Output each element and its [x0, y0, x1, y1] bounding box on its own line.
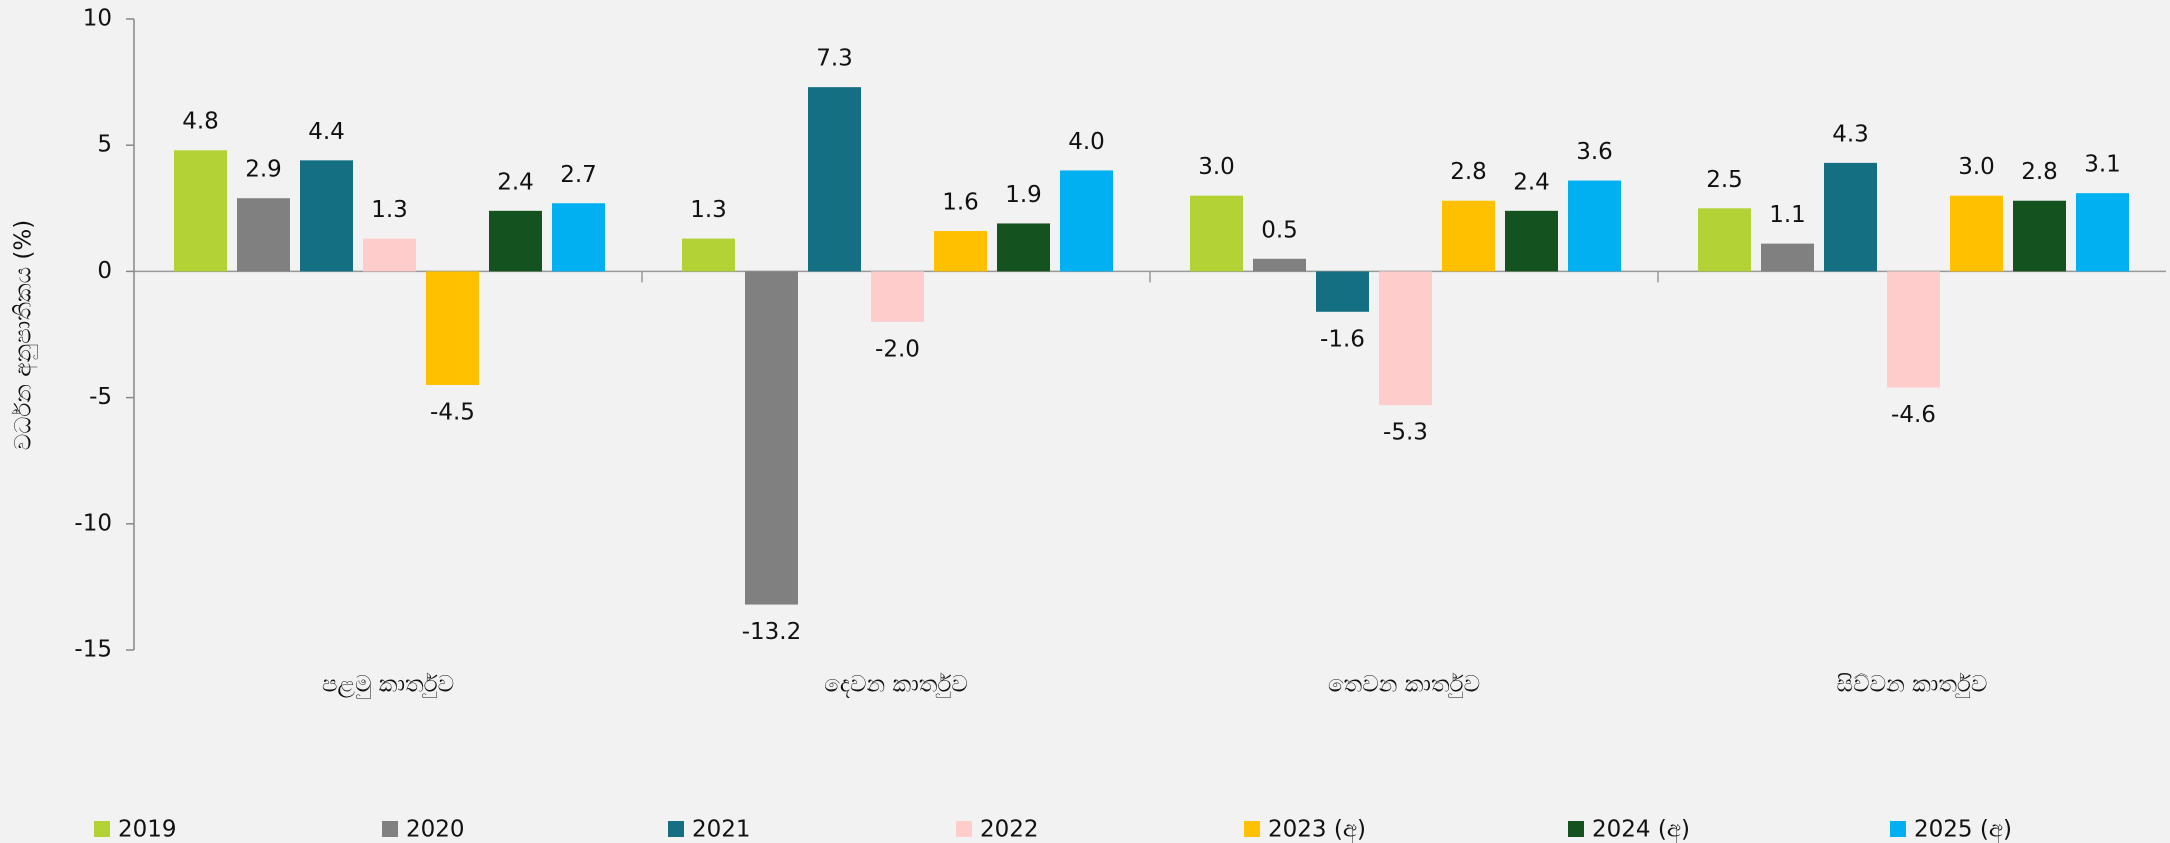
value-label: -5.3 [1383, 420, 1428, 446]
legend-swatch [382, 821, 398, 837]
bar [2013, 200, 2066, 272]
value-label: 7.3 [816, 46, 853, 72]
value-label: 2.4 [1513, 169, 1550, 195]
bar [1316, 271, 1369, 312]
bar [489, 210, 542, 272]
legend-label: 2022 [980, 817, 1039, 843]
bar [552, 203, 605, 272]
bar [1442, 200, 1495, 272]
bar [1379, 271, 1432, 406]
bar [300, 160, 353, 272]
value-label: 1.3 [690, 197, 727, 223]
value-label: 2.4 [497, 169, 534, 195]
legend-label: 2025 (අ) [1914, 817, 2012, 843]
value-label: 3.6 [1576, 139, 1613, 165]
value-label: 2.7 [560, 162, 597, 188]
x-tick-label: තෙවන කාර්තුව [1328, 672, 1480, 699]
legend-label: 2019 [118, 817, 177, 843]
value-label: 1.1 [1769, 202, 1806, 228]
value-label: 4.4 [308, 119, 345, 145]
bar [1824, 162, 1877, 272]
y-tick-label: 5 [97, 132, 112, 158]
value-label: -2.0 [875, 336, 920, 362]
bar [1253, 258, 1306, 272]
bar [745, 271, 798, 605]
legend-swatch [668, 821, 684, 837]
bar [871, 271, 924, 322]
bar [2076, 193, 2129, 272]
value-label: -13.2 [742, 619, 802, 645]
bar [682, 238, 735, 272]
bar [426, 271, 479, 385]
y-axis-label: වර්ධන අනුපාතිකය (%) [11, 220, 38, 450]
value-label: -1.6 [1320, 326, 1365, 352]
legend-label: 2024 (අ) [1592, 817, 1690, 843]
y-tick-label: -15 [74, 637, 112, 663]
value-label: 2.8 [1450, 159, 1487, 185]
bar [237, 198, 290, 272]
bar [997, 223, 1050, 272]
value-label: 0.5 [1261, 217, 1298, 243]
legend-swatch [956, 821, 972, 837]
legend-swatch [1890, 821, 1906, 837]
legend-label: 2023 (අ) [1268, 817, 1366, 843]
value-label: 1.6 [942, 190, 979, 216]
value-label: 1.9 [1005, 182, 1042, 208]
value-label: 2.8 [2021, 159, 2058, 185]
bar [1698, 208, 1751, 272]
x-tick-label: සිව්වන කාර්තුව [1837, 672, 1988, 699]
x-tick-label: පළමු කාර්තුව [322, 672, 454, 699]
bar [1505, 210, 1558, 272]
legend-swatch [1568, 821, 1584, 837]
y-tick-label: -5 [89, 384, 112, 410]
bar [808, 87, 861, 272]
y-tick-label: 0 [97, 258, 112, 284]
bar [1190, 195, 1243, 272]
legend-label: 2020 [406, 817, 465, 843]
value-label: -4.6 [1891, 402, 1936, 428]
y-tick-label: 10 [83, 6, 112, 32]
legend-label: 2021 [692, 817, 751, 843]
bar [1887, 271, 1940, 388]
value-label: 4.8 [182, 109, 219, 135]
bar [1761, 243, 1814, 272]
value-label: 4.3 [1832, 121, 1869, 147]
value-label: 2.5 [1706, 167, 1743, 193]
bar [1060, 170, 1113, 272]
legend-swatch [1244, 821, 1260, 837]
legend-swatch [94, 821, 110, 837]
bar [934, 231, 987, 272]
y-tick-label: -10 [74, 510, 112, 536]
x-tick-label: දෙවන කාර්තුව [824, 672, 968, 699]
value-label: 1.3 [371, 197, 408, 223]
bar [1950, 195, 2003, 272]
value-label: 2.9 [245, 157, 282, 183]
value-label: -4.5 [430, 399, 475, 425]
bar [363, 238, 416, 272]
value-label: 3.0 [1198, 154, 1235, 180]
bar [174, 150, 227, 272]
value-label: 3.1 [2084, 152, 2121, 178]
value-label: 3.0 [1958, 154, 1995, 180]
bar [1568, 180, 1621, 272]
value-label: 4.0 [1068, 129, 1105, 155]
